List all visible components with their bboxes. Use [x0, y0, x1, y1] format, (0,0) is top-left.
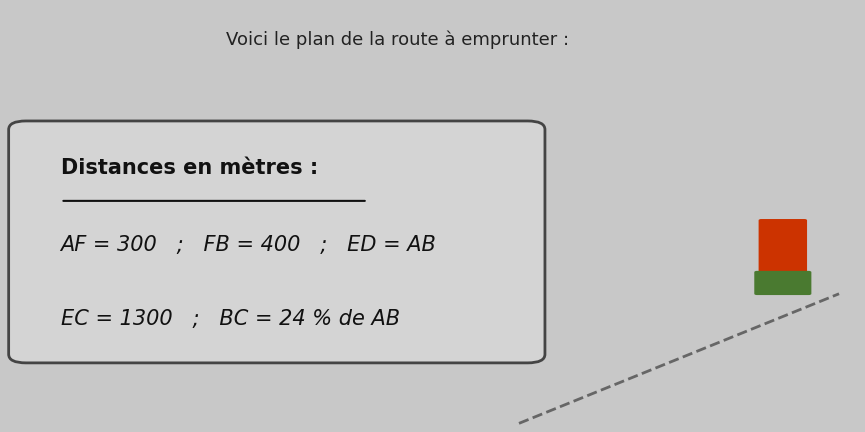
Text: Distances en mètres :: Distances en mètres :	[61, 158, 317, 178]
FancyBboxPatch shape	[759, 219, 807, 278]
Text: Voici le plan de la route à emprunter :: Voici le plan de la route à emprunter :	[227, 30, 569, 49]
Text: EC = 1300   ;   BC = 24 % de AB: EC = 1300 ; BC = 24 % de AB	[61, 309, 400, 329]
FancyBboxPatch shape	[9, 121, 545, 363]
FancyBboxPatch shape	[754, 271, 811, 295]
Text: AF = 300   ;   FB = 400   ;   ED = AB: AF = 300 ; FB = 400 ; ED = AB	[61, 235, 437, 255]
